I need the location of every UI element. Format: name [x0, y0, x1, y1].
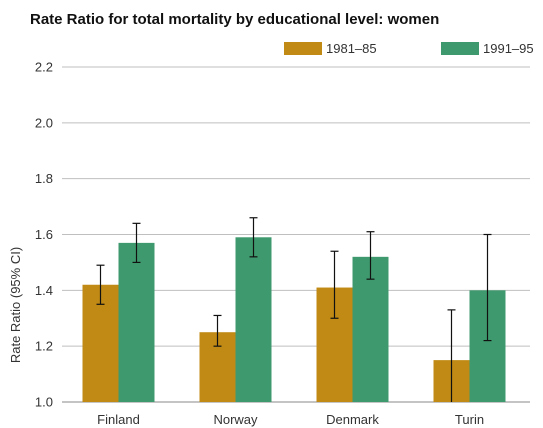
x-tick-label-denmark: Denmark: [326, 412, 379, 427]
legend-label: 1991–95: [483, 41, 534, 56]
legend: 1981–85 1991–95: [284, 41, 534, 56]
x-tick-label-turin: Turin: [455, 412, 484, 427]
legend-swatch-1991-95: [441, 42, 479, 55]
y-axis-title: Rate Ratio (95% CI): [8, 247, 23, 363]
legend-swatch-1981-85: [284, 42, 322, 55]
bar-norway-1991-95: [235, 237, 272, 402]
y-tick-label: 1.0: [35, 395, 53, 410]
y-axis-ticks: 1.0 1.2 1.4 1.6 1.8 2.0 2.2: [35, 60, 53, 410]
error-bars: [96, 217, 492, 402]
x-tick-label-norway: Norway: [213, 412, 258, 427]
bars: [82, 237, 506, 402]
y-tick-label: 2.2: [35, 60, 53, 75]
y-tick-label: 1.8: [35, 171, 53, 186]
legend-label: 1981–85: [326, 41, 377, 56]
chart-title: Rate Ratio for total mortality by educat…: [30, 11, 439, 28]
y-tick-label: 1.4: [35, 283, 53, 298]
y-tick-label: 2.0: [35, 115, 53, 130]
y-tick-label: 1.2: [35, 339, 53, 354]
x-tick-label-finland: Finland: [97, 412, 140, 427]
y-tick-label: 1.6: [35, 227, 53, 242]
x-axis-ticks: Finland Norway Denmark Turin: [97, 412, 484, 427]
bar-denmark-1991-95: [352, 256, 389, 402]
bar-finland-1991-95: [118, 242, 155, 402]
